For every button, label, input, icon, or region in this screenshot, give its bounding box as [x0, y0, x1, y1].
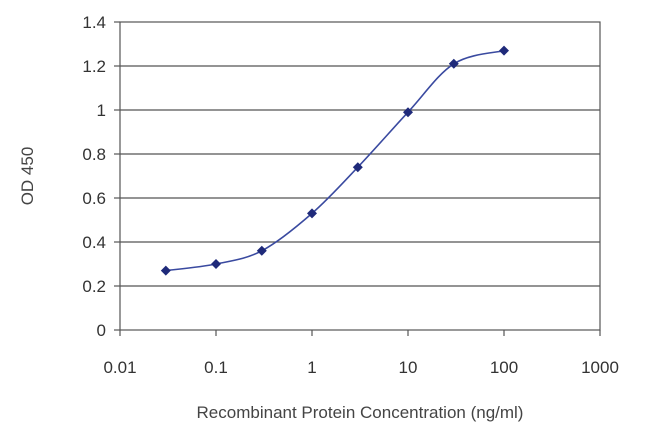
- y-tick-label: 0.6: [82, 189, 106, 208]
- data-point: [448, 58, 459, 69]
- x-tick-label: 1: [307, 358, 316, 377]
- y-tick-label: 0.8: [82, 145, 106, 164]
- x-tick-label: 10: [399, 358, 418, 377]
- data-point: [499, 45, 509, 56]
- x-axis-title: Recombinant Protein Concentration (ng/ml…: [197, 403, 524, 422]
- data-points: [160, 45, 509, 276]
- y-tick-label: 1.4: [82, 13, 106, 32]
- x-tick-label: 0.01: [103, 358, 136, 377]
- data-point: [307, 208, 317, 219]
- x-tick-label: 100: [490, 358, 518, 377]
- y-tick-label: 0.4: [82, 233, 106, 252]
- gridlines: [120, 65, 600, 287]
- x-tick-label: 0.1: [204, 358, 228, 377]
- x-tick-label: 1000: [581, 358, 619, 377]
- y-axis-title: OD 450: [18, 147, 37, 206]
- data-point: [403, 107, 413, 118]
- x-axis: 0.01 0.1 1 10 100 1000: [103, 330, 619, 377]
- data-point: [160, 265, 171, 276]
- y-axis: 0 0.2 0.4 0.6 0.8 1 1.2 1.4: [82, 13, 120, 340]
- plot-frame: [119, 21, 601, 331]
- y-tick-label: 0: [97, 321, 106, 340]
- data-point: [211, 259, 221, 269]
- data-point: [352, 162, 363, 173]
- data-point: [256, 245, 267, 256]
- y-tick-label: 1.2: [82, 57, 106, 76]
- y-tick-label: 0.2: [82, 277, 106, 296]
- series-line: [165, 49, 505, 272]
- y-tick-label: 1: [97, 101, 106, 120]
